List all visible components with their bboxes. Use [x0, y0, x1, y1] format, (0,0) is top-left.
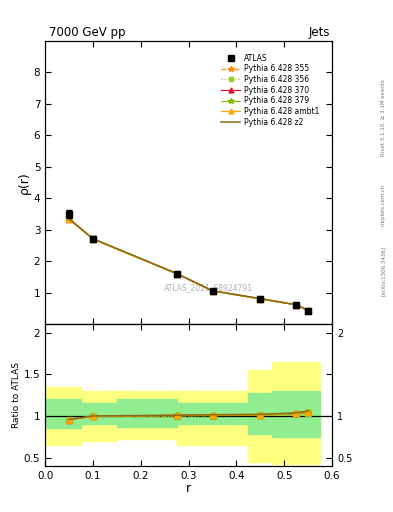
- X-axis label: r: r: [186, 482, 191, 495]
- Line: Pythia 6.428 370: Pythia 6.428 370: [66, 217, 311, 313]
- Pythia 6.428 z2: [306, 307, 310, 313]
- Line: Pythia 6.428 379: Pythia 6.428 379: [66, 217, 311, 313]
- Legend: ATLAS, Pythia 6.428 355, Pythia 6.428 356, Pythia 6.428 370, Pythia 6.428 379, P: ATLAS, Pythia 6.428 355, Pythia 6.428 35…: [218, 51, 323, 130]
- Pythia 6.428 ambt1: [258, 296, 263, 302]
- Pythia 6.428 379: [306, 308, 310, 314]
- Pythia 6.428 ambt1: [210, 288, 215, 294]
- Pythia 6.428 356: [91, 236, 95, 242]
- Pythia 6.428 ambt1: [67, 216, 72, 222]
- Pythia 6.428 356: [210, 288, 215, 294]
- Pythia 6.428 355: [306, 308, 310, 314]
- Pythia 6.428 355: [91, 236, 95, 242]
- Pythia 6.428 379: [258, 296, 263, 302]
- Line: Pythia 6.428 355: Pythia 6.428 355: [66, 217, 311, 313]
- Pythia 6.428 370: [306, 307, 310, 313]
- Pythia 6.428 z2: [210, 288, 215, 294]
- Pythia 6.428 z2: [174, 270, 179, 276]
- Pythia 6.428 ambt1: [91, 236, 95, 242]
- Pythia 6.428 ambt1: [306, 307, 310, 313]
- Pythia 6.428 355: [67, 217, 72, 223]
- Pythia 6.428 370: [258, 296, 263, 302]
- Pythia 6.428 370: [174, 270, 179, 276]
- Pythia 6.428 370: [67, 216, 72, 222]
- Pythia 6.428 ambt1: [174, 270, 179, 276]
- Line: Pythia 6.428 ambt1: Pythia 6.428 ambt1: [66, 217, 311, 313]
- Text: [arXiv:1306.3436]: [arXiv:1306.3436]: [381, 246, 386, 296]
- Pythia 6.428 z2: [258, 295, 263, 302]
- Pythia 6.428 355: [294, 302, 299, 308]
- Pythia 6.428 356: [306, 308, 310, 314]
- Line: Pythia 6.428 z2: Pythia 6.428 z2: [69, 219, 308, 310]
- Y-axis label: Ratio to ATLAS: Ratio to ATLAS: [12, 362, 21, 428]
- Pythia 6.428 z2: [294, 302, 299, 308]
- Pythia 6.428 379: [210, 288, 215, 294]
- Pythia 6.428 ambt1: [294, 302, 299, 308]
- Pythia 6.428 z2: [91, 236, 95, 242]
- Pythia 6.428 379: [67, 217, 72, 223]
- Text: mcplots.cern.ch: mcplots.cern.ch: [381, 184, 386, 226]
- Pythia 6.428 356: [294, 302, 299, 308]
- Pythia 6.428 370: [294, 302, 299, 308]
- Text: ATLAS_2011_S8924791: ATLAS_2011_S8924791: [164, 283, 253, 292]
- Line: Pythia 6.428 356: Pythia 6.428 356: [66, 217, 311, 313]
- Pythia 6.428 356: [174, 271, 179, 277]
- Text: 7000 GeV pp: 7000 GeV pp: [49, 26, 126, 38]
- Pythia 6.428 355: [258, 296, 263, 302]
- Pythia 6.428 379: [294, 302, 299, 308]
- Pythia 6.428 355: [210, 288, 215, 294]
- Pythia 6.428 356: [67, 217, 72, 223]
- Pythia 6.428 370: [210, 288, 215, 294]
- Pythia 6.428 370: [91, 236, 95, 242]
- Pythia 6.428 379: [174, 271, 179, 277]
- Text: Rivet 3.1.10, ≥ 3.1M events: Rivet 3.1.10, ≥ 3.1M events: [381, 79, 386, 156]
- Pythia 6.428 356: [258, 296, 263, 302]
- Pythia 6.428 379: [91, 236, 95, 242]
- Pythia 6.428 355: [174, 271, 179, 277]
- Text: Jets: Jets: [309, 26, 330, 38]
- Y-axis label: ρ(r): ρ(r): [18, 171, 31, 194]
- Pythia 6.428 z2: [67, 216, 72, 222]
